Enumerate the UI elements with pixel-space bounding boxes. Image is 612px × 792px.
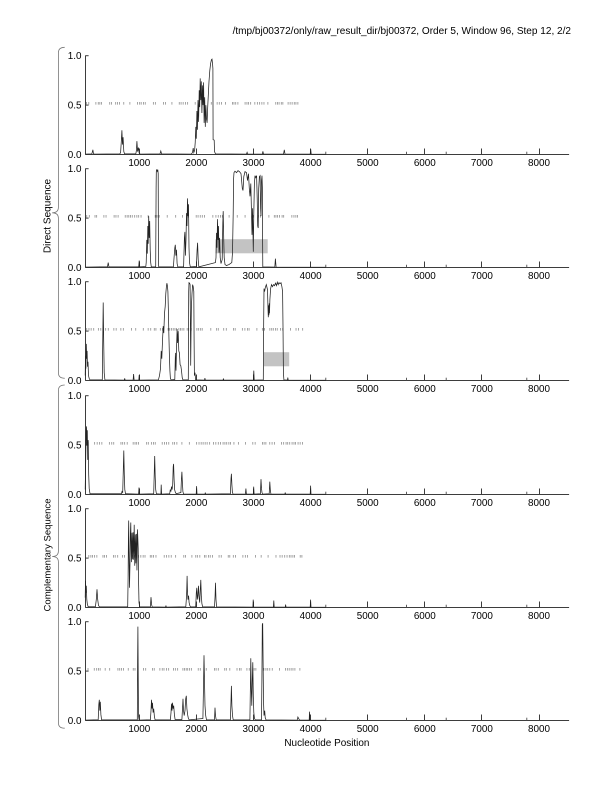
- svg-text:1.0: 1.0: [68, 277, 82, 288]
- svg-text:7000: 7000: [471, 384, 493, 395]
- svg-text:0.0: 0.0: [68, 263, 82, 274]
- svg-text:2000: 2000: [185, 271, 207, 282]
- svg-text:Complementary Sequence: Complementary Sequence: [43, 498, 54, 611]
- svg-text:8000: 8000: [528, 611, 550, 622]
- svg-text:6000: 6000: [414, 271, 436, 282]
- svg-text:5000: 5000: [357, 384, 379, 395]
- svg-text:4000: 4000: [300, 611, 322, 622]
- svg-text:1000: 1000: [128, 498, 150, 509]
- svg-text:1.0: 1.0: [68, 391, 82, 402]
- svg-text:4000: 4000: [300, 271, 322, 282]
- svg-text:8000: 8000: [528, 271, 550, 282]
- svg-text:1.0: 1.0: [68, 504, 82, 515]
- svg-text:1000: 1000: [128, 724, 150, 735]
- svg-text:3000: 3000: [243, 611, 265, 622]
- svg-text:8000: 8000: [528, 498, 550, 509]
- svg-text:4000: 4000: [300, 724, 322, 735]
- svg-text:0.0: 0.0: [68, 376, 82, 387]
- svg-text:6000: 6000: [414, 384, 436, 395]
- svg-text:8000: 8000: [528, 158, 550, 169]
- svg-text:1.0: 1.0: [68, 617, 82, 628]
- svg-text:4000: 4000: [300, 384, 322, 395]
- svg-text:7000: 7000: [471, 271, 493, 282]
- svg-text:5000: 5000: [357, 724, 379, 735]
- svg-text:0.0: 0.0: [68, 150, 82, 161]
- svg-text:/tmp/bj00372/only/raw_result_d: /tmp/bj00372/only/raw_result_dir/bj00372…: [233, 26, 572, 37]
- svg-text:1000: 1000: [128, 158, 150, 169]
- svg-text:6000: 6000: [414, 158, 436, 169]
- svg-text:7000: 7000: [471, 724, 493, 735]
- svg-text:1.0: 1.0: [68, 51, 82, 62]
- svg-text:0.0: 0.0: [68, 603, 82, 614]
- svg-text:7000: 7000: [471, 611, 493, 622]
- svg-text:3000: 3000: [243, 724, 265, 735]
- svg-text:0.5: 0.5: [68, 553, 82, 564]
- svg-text:2000: 2000: [185, 158, 207, 169]
- svg-text:3000: 3000: [243, 384, 265, 395]
- svg-text:7000: 7000: [471, 158, 493, 169]
- svg-text:0.5: 0.5: [68, 440, 82, 451]
- svg-text:3000: 3000: [243, 498, 265, 509]
- svg-text:0.0: 0.0: [68, 716, 82, 727]
- svg-text:4000: 4000: [300, 498, 322, 509]
- svg-text:1000: 1000: [128, 611, 150, 622]
- svg-text:0.5: 0.5: [68, 326, 82, 337]
- svg-text:0.0: 0.0: [68, 490, 82, 501]
- svg-text:2000: 2000: [185, 611, 207, 622]
- svg-text:6000: 6000: [414, 611, 436, 622]
- svg-text:1000: 1000: [128, 271, 150, 282]
- svg-text:6000: 6000: [414, 498, 436, 509]
- svg-text:4000: 4000: [300, 158, 322, 169]
- svg-text:3000: 3000: [243, 271, 265, 282]
- svg-text:7000: 7000: [471, 498, 493, 509]
- svg-text:1000: 1000: [128, 384, 150, 395]
- svg-text:5000: 5000: [357, 158, 379, 169]
- svg-text:Direct Sequence: Direct Sequence: [43, 178, 54, 253]
- svg-text:8000: 8000: [528, 724, 550, 735]
- svg-text:8000: 8000: [528, 384, 550, 395]
- svg-text:2000: 2000: [185, 724, 207, 735]
- svg-text:5000: 5000: [357, 271, 379, 282]
- svg-text:5000: 5000: [357, 498, 379, 509]
- svg-text:0.5: 0.5: [68, 100, 82, 111]
- svg-text:2000: 2000: [185, 384, 207, 395]
- svg-text:0.5: 0.5: [68, 213, 82, 224]
- svg-text:5000: 5000: [357, 611, 379, 622]
- svg-text:1.0: 1.0: [68, 164, 82, 175]
- svg-text:0.5: 0.5: [68, 666, 82, 677]
- svg-text:Nucleotide Position: Nucleotide Position: [284, 738, 369, 749]
- svg-text:3000: 3000: [243, 158, 265, 169]
- svg-text:6000: 6000: [414, 724, 436, 735]
- svg-text:2000: 2000: [185, 498, 207, 509]
